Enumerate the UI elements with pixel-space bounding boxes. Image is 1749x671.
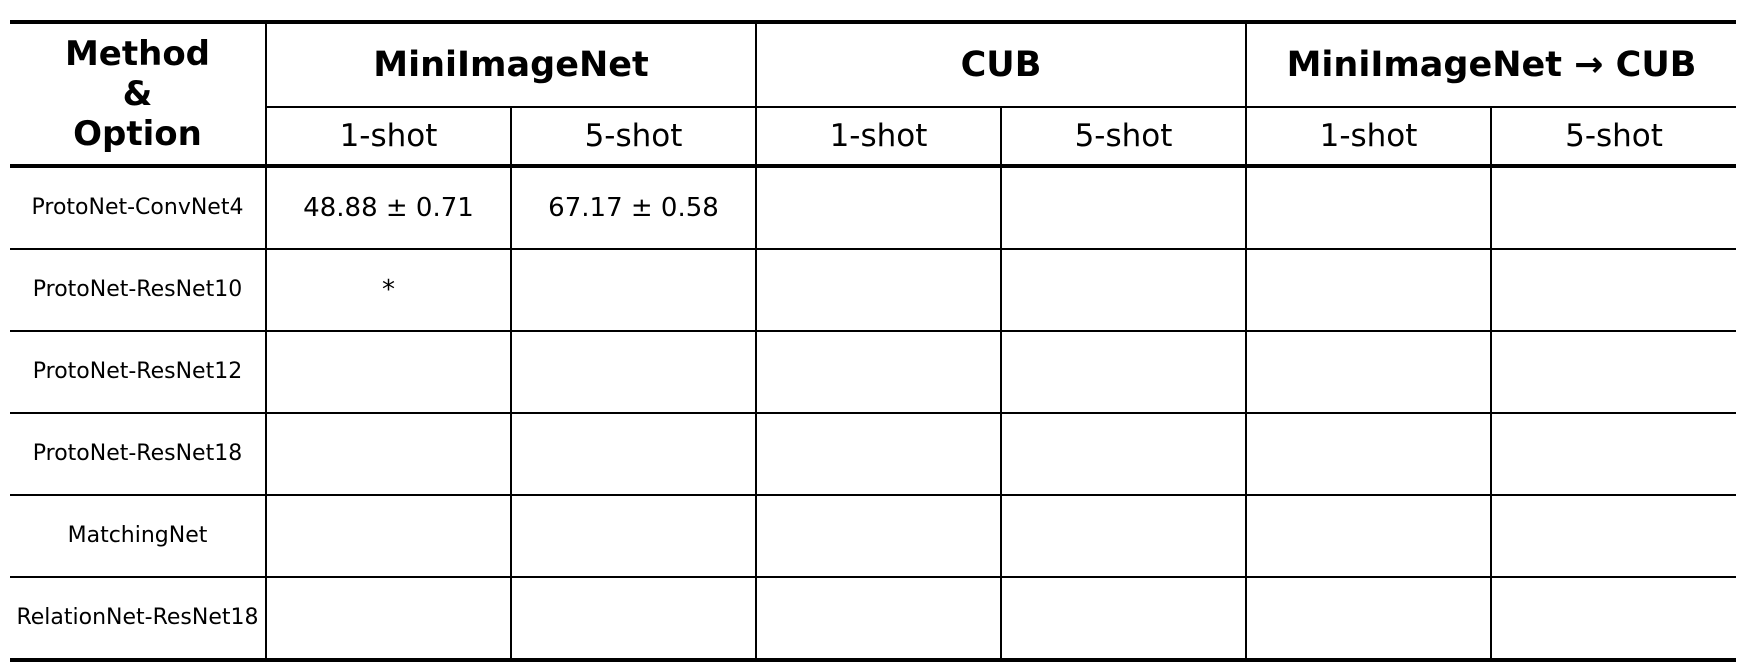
- result-cell: [1001, 249, 1248, 332]
- group-header-cub: CUB: [756, 22, 1248, 108]
- shot-header: 1-shot: [266, 106, 512, 169]
- table-row: ProtoNet-ResNet10 *: [10, 249, 1737, 332]
- result-cell: [1001, 331, 1248, 414]
- result-cell: [1491, 331, 1737, 414]
- table-row: MatchingNet: [10, 495, 1737, 578]
- shot-header: 5-shot: [1001, 106, 1248, 169]
- result-cell: [756, 495, 1002, 578]
- method-cell: ProtoNet-ResNet10: [10, 249, 267, 332]
- method-cell: ProtoNet-ResNet12: [10, 331, 267, 414]
- result-cell: [1001, 413, 1248, 496]
- result-cell: [511, 249, 757, 332]
- method-cell: MatchingNet: [10, 495, 267, 578]
- result-cell: 48.88 ± 0.71: [266, 166, 512, 250]
- shot-header: 1-shot: [756, 106, 1002, 169]
- result-cell: 67.17 ± 0.58: [511, 166, 757, 250]
- result-cell: [1001, 166, 1248, 250]
- method-header-line: Option: [73, 114, 202, 154]
- result-cell: [1001, 495, 1248, 578]
- table-header: Method & Option MiniImageNet CUB MiniIma…: [10, 22, 1737, 169]
- shot-header: 1-shot: [1246, 106, 1493, 169]
- group-header-miniimagenet: MiniImageNet: [266, 22, 757, 108]
- shot-header: 5-shot: [511, 106, 757, 169]
- method-cell: ProtoNet-ResNet18: [10, 413, 267, 496]
- result-cell: [1246, 166, 1493, 250]
- result-cell: [266, 413, 512, 496]
- result-cell: [756, 166, 1002, 250]
- result-cell: [511, 331, 757, 414]
- result-cell: [1001, 577, 1248, 660]
- result-cell: [266, 577, 512, 660]
- result-cell: [266, 495, 512, 578]
- result-cell: [511, 577, 757, 660]
- table-row: RelationNet-ResNet18: [10, 577, 1736, 660]
- method-header-line: &: [122, 74, 153, 114]
- group-header-miniimagenet-to-cub: MiniImageNet → CUB: [1246, 22, 1737, 108]
- result-cell: [1491, 413, 1737, 496]
- result-cell: [1491, 249, 1737, 332]
- table-row: ProtoNet-ResNet12: [10, 331, 1737, 414]
- method-cell: ProtoNet-ConvNet4: [10, 166, 267, 250]
- result-cell: [1246, 577, 1493, 660]
- result-cell: [756, 249, 1002, 332]
- result-cell: [1246, 413, 1493, 496]
- result-cell: [756, 331, 1002, 414]
- table-row: ProtoNet-ResNet18: [10, 413, 1737, 496]
- result-cell: [1491, 166, 1737, 250]
- result-cell: *: [266, 249, 512, 332]
- result-cell: [1491, 495, 1737, 578]
- result-cell: [1246, 249, 1493, 332]
- result-cell: [1246, 495, 1493, 578]
- shot-header: 5-shot: [1491, 106, 1737, 169]
- result-cell: [1491, 577, 1736, 660]
- result-cell: [266, 331, 512, 414]
- result-cell: [511, 495, 757, 578]
- method-header-line: Method: [64, 34, 211, 74]
- method-option-header: Method & Option: [10, 22, 267, 168]
- table-body: ProtoNet-ConvNet4 48.88 ± 0.71 67.17 ± 0.5…: [10, 166, 1737, 660]
- table-row: ProtoNet-ConvNet4 48.88 ± 0.71 67.17 ± 0.5…: [10, 166, 1737, 250]
- result-cell: [1246, 331, 1493, 414]
- result-cell: [511, 413, 757, 496]
- method-cell: RelationNet-ResNet18: [10, 577, 267, 660]
- results-table: Method & Option MiniImageNet CUB MiniIma…: [10, 20, 1737, 662]
- result-cell: [756, 413, 1002, 496]
- result-cell: [756, 577, 1002, 660]
